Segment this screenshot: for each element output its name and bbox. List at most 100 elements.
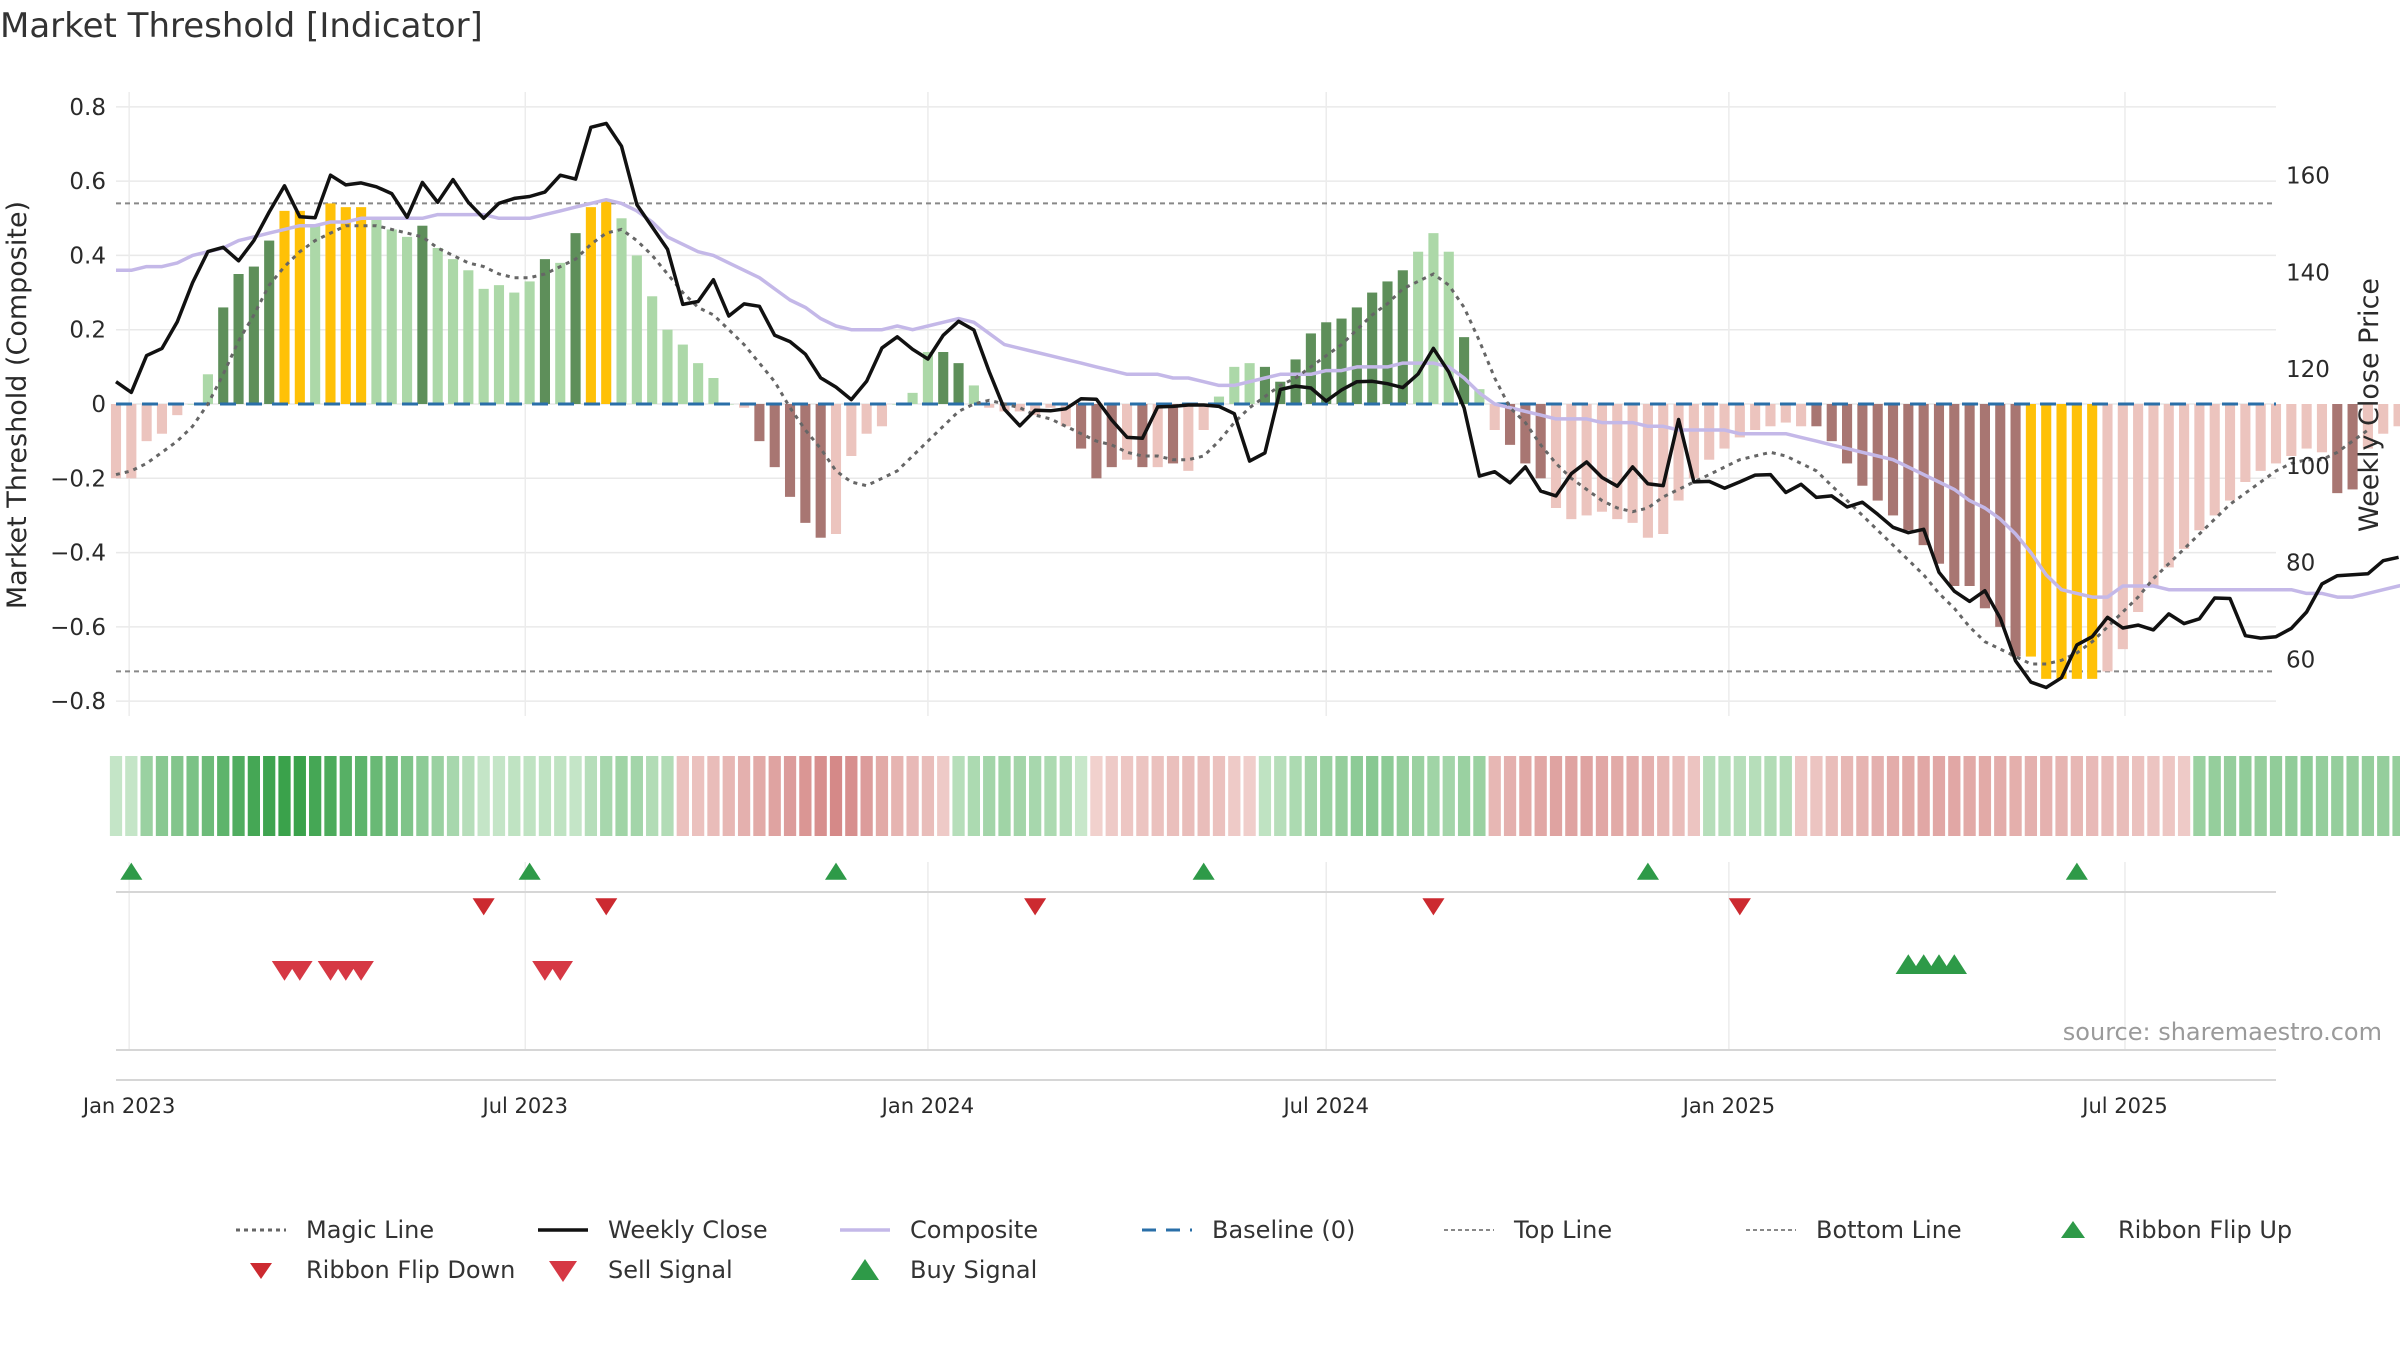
composite-bar [2087,404,2098,679]
composite-bar [784,404,796,497]
ribbon-segment [1503,756,1517,836]
legend-item-top-line[interactable]: Top Line [1438,1210,1740,1250]
composite-bar [2117,404,2128,650]
ribbon-segment [2346,756,2359,836]
composite-bar [1826,404,1837,442]
composite-bar [1550,404,1562,508]
ribbon-flip-down-marker [1422,898,1445,916]
composite-bar [585,207,596,404]
composite-bar [1673,404,1684,501]
composite-bar [325,203,336,404]
composite-bar [1045,404,1056,408]
composite-bar [601,199,612,404]
composite-bar [1796,404,1807,427]
ribbon-segment [2392,756,2400,836]
x-tick-label: Jan 2023 [81,1094,176,1118]
ribbon-segment [753,756,766,836]
ribbon-segment [692,756,705,836]
ribbon-flip-up-marker [1192,862,1215,880]
composite-bar [110,404,122,479]
composite-bar [2102,404,2113,672]
ribbon-segment [1182,756,1195,836]
ribbon-segment [2331,756,2344,836]
composite-bar [1612,404,1623,520]
ribbon-segment [1687,756,1700,836]
ribbon-segment [1212,756,1226,836]
composite-bar [417,225,428,404]
ribbon-segment [1335,756,1348,836]
legend-label: Baseline (0) [1212,1216,1356,1244]
x-tick-label: Jul 2023 [481,1094,568,1118]
composite-bar [846,404,857,456]
ribbon-segment [1013,756,1026,836]
composite-bar [156,404,168,434]
composite-bar [1504,404,1516,445]
ribbon-segment [875,756,889,836]
composite-bar [1213,396,1225,404]
ribbon-segment [400,756,414,836]
composite-bar [708,378,719,404]
magic-line-swatch [236,1228,286,1232]
composite-bar [2209,404,2220,516]
composite-bar [922,352,933,404]
composite-bars [110,199,2400,679]
ribbon-segment [2361,756,2375,836]
ribbon-segment [1549,756,1563,836]
composite-bar [386,229,397,404]
ribbon-segment [1442,756,1455,836]
legend-item-magic-line[interactable]: Magic Line [230,1210,532,1250]
ribbon-segment [1090,756,1103,836]
composite-bar [769,404,780,468]
legend-item-composite[interactable]: Composite [834,1210,1136,1250]
ribbon-segment [737,756,751,836]
ribbon-segment [799,756,812,836]
legend-label: Top Line [1514,1216,1613,1244]
ribbon-segment [232,756,245,836]
ribbon-segment [983,756,996,836]
composite-bar [800,404,811,523]
ribbon-segment [2177,756,2191,836]
ribbon-segment [1994,756,2007,836]
composite-bar [402,236,413,404]
ribbon-segment [247,756,260,836]
legend-item-baseline[interactable]: Baseline (0) [1136,1210,1438,1250]
legend-item-sell-signal[interactable]: Sell Signal [532,1250,834,1290]
composite-bar [739,404,750,408]
legend-item-weekly-close[interactable]: Weekly Close [532,1210,834,1250]
composite-bar [570,233,581,404]
ribbon-segment [538,756,552,836]
composite-bar [294,210,305,404]
ribbon-segment [1886,756,1900,836]
composite-bar [2163,404,2174,568]
legend-item-ribbon-flip-up[interactable]: Ribbon Flip Up [2042,1210,2344,1250]
ribbon-segment [1611,756,1624,836]
x-tick-label: Jul 2024 [1281,1094,1368,1118]
composite-bar [524,281,535,404]
ribbon-segment [646,756,659,836]
composite-bar [1857,404,1868,486]
legend-item-buy-signal[interactable]: Buy Signal [834,1250,1136,1290]
composite-bar [1566,404,1577,520]
composite-bar [953,363,964,404]
ribbon-flip-down-marker [1024,898,1047,916]
composite-bar [2041,404,2052,679]
y-tick-label: −0.8 [50,689,106,715]
ribbon-segment [1243,756,1256,836]
ribbon-segment [2055,756,2068,836]
x-tick-label: Jul 2025 [2080,1094,2167,1118]
ribbon-segment [263,756,276,836]
ribbon-segment [2315,756,2329,836]
weekly-close-swatch [538,1228,588,1232]
ribbon-segment [845,756,858,836]
composite-bar [984,404,995,408]
composite-bar [1535,404,1546,479]
top-line-swatch [1444,1229,1494,1231]
legend-item-bottom-line[interactable]: Bottom Line [1740,1210,2042,1250]
composite-bar [876,404,888,427]
ribbon-segment [201,756,215,836]
composite-bar [2270,404,2282,464]
y2-tick-label: 80 [2286,551,2315,577]
legend-item-ribbon-flip-down[interactable]: Ribbon Flip Down [230,1250,532,1290]
composite-bar [1596,404,1608,512]
